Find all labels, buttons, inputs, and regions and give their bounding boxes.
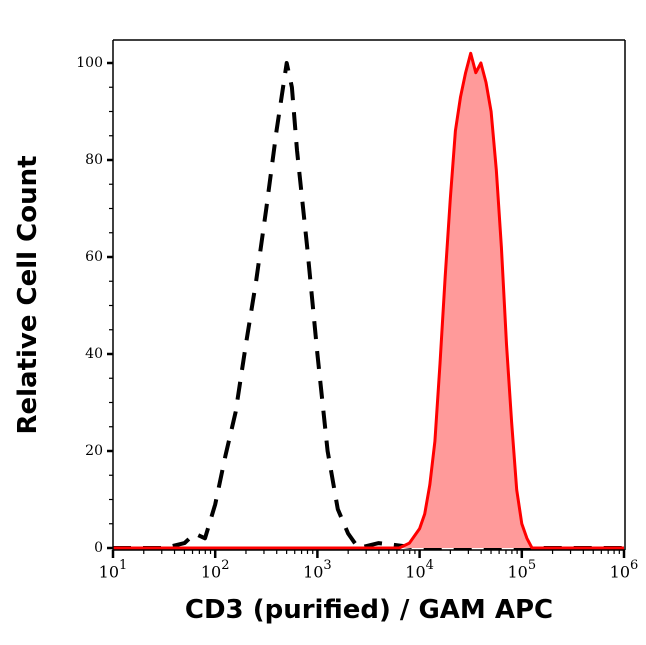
y-tick-label: 20 [85, 443, 103, 459]
series-line-0 [113, 61, 624, 550]
y-tick-label: 40 [85, 346, 103, 362]
y-tick-label: 100 [76, 55, 103, 71]
y-tick-label: 60 [85, 249, 103, 265]
x-axis-label: CD3 (purified) / GAM APC [184, 595, 554, 625]
series-fill-1 [113, 53, 624, 549]
x-tick-label: 101 [98, 558, 128, 582]
x-tick-label: 104 [405, 558, 434, 582]
y-tick-label: 0 [94, 540, 103, 556]
y-axis-label: Relative Cell Count [13, 155, 43, 435]
series-line-1 [113, 51, 624, 550]
x-tick-label: 103 [303, 558, 332, 582]
x-tick-label: 102 [200, 558, 230, 582]
x-tick-label: 106 [609, 558, 639, 582]
x-tick-label: 105 [507, 558, 537, 582]
y-tick-label: 80 [85, 152, 103, 168]
